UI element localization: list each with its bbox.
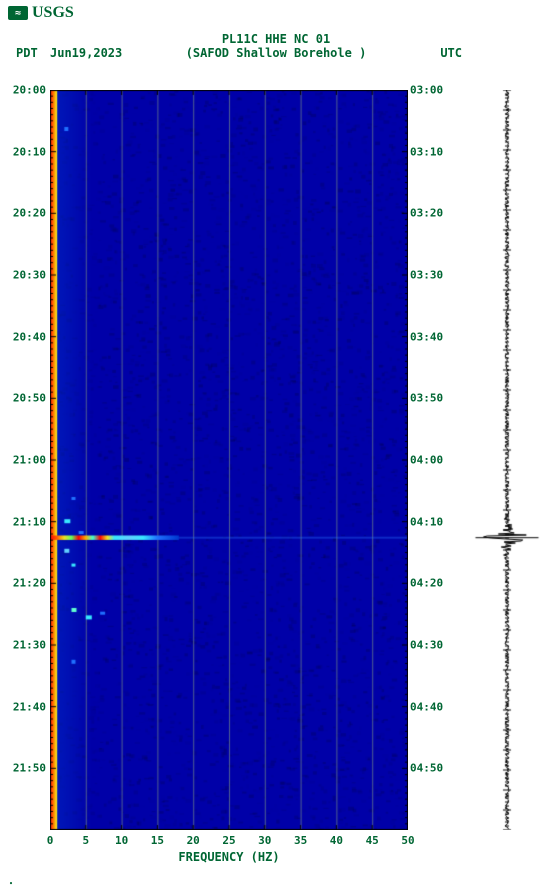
x-tick: 30 [258, 834, 271, 847]
y-right-tick: 04:30 [410, 639, 450, 652]
x-tick: 40 [330, 834, 343, 847]
x-tick: 35 [294, 834, 307, 847]
y-left-tick: 20:10 [6, 145, 46, 158]
usgs-wave-icon: ≈ [8, 6, 28, 20]
spectrogram-plot [50, 90, 408, 830]
right-timezone: UTC [440, 46, 462, 60]
x-axis-label: FREQUENCY (HZ) [50, 850, 408, 864]
y-left-tick: 20:20 [6, 207, 46, 220]
x-tick: 10 [115, 834, 128, 847]
y-left-tick: 21:20 [6, 577, 46, 590]
waveform-plot [472, 90, 542, 830]
y-axis-left: 20:0020:1020:2020:3020:4020:5021:0021:10… [6, 90, 46, 830]
x-tick: 45 [366, 834, 379, 847]
station-name-line: PDT Jun19,2023 (SAFOD Shallow Borehole )… [0, 46, 552, 60]
y-left-tick: 21:40 [6, 700, 46, 713]
x-tick: 20 [187, 834, 200, 847]
usgs-logo-text: USGS [32, 4, 74, 22]
y-left-tick: 20:50 [6, 392, 46, 405]
y-right-tick: 04:20 [410, 577, 450, 590]
station-code: PL11C HHE NC 01 [0, 32, 552, 46]
y-right-tick: 04:40 [410, 700, 450, 713]
y-left-tick: 21:00 [6, 454, 46, 467]
y-right-tick: 03:50 [410, 392, 450, 405]
x-axis-ticks: 05101520253035404550 [50, 834, 408, 848]
chart-header: PL11C HHE NC 01 PDT Jun19,2023 (SAFOD Sh… [0, 32, 552, 60]
date: Jun19,2023 [50, 46, 122, 60]
y-right-tick: 03:20 [410, 207, 450, 220]
y-right-tick: 03:00 [410, 84, 450, 97]
x-tick: 50 [401, 834, 414, 847]
y-right-tick: 03:30 [410, 269, 450, 282]
station-name: (SAFOD Shallow Borehole ) [186, 46, 367, 60]
x-tick: 5 [82, 834, 89, 847]
waveform-canvas [472, 90, 542, 830]
footer-mark: ・ [6, 875, 16, 890]
y-left-tick: 21:10 [6, 515, 46, 528]
y-left-tick: 21:30 [6, 639, 46, 652]
y-left-tick: 20:30 [6, 269, 46, 282]
x-tick: 25 [222, 834, 235, 847]
y-right-tick: 03:40 [410, 330, 450, 343]
page: ≈ USGS PL11C HHE NC 01 PDT Jun19,2023 (S… [0, 0, 552, 892]
usgs-logo: ≈ USGS [8, 4, 74, 22]
y-left-tick: 20:00 [6, 84, 46, 97]
x-tick: 0 [47, 834, 54, 847]
left-timezone: PDT [16, 46, 38, 60]
y-left-tick: 21:50 [6, 762, 46, 775]
y-axis-right: 03:0003:1003:2003:3003:4003:5004:0004:10… [410, 90, 450, 830]
x-tick: 15 [151, 834, 164, 847]
y-right-tick: 03:10 [410, 145, 450, 158]
y-right-tick: 04:50 [410, 762, 450, 775]
y-right-tick: 04:10 [410, 515, 450, 528]
y-left-tick: 20:40 [6, 330, 46, 343]
spectrogram-canvas [50, 90, 408, 830]
y-right-tick: 04:00 [410, 454, 450, 467]
